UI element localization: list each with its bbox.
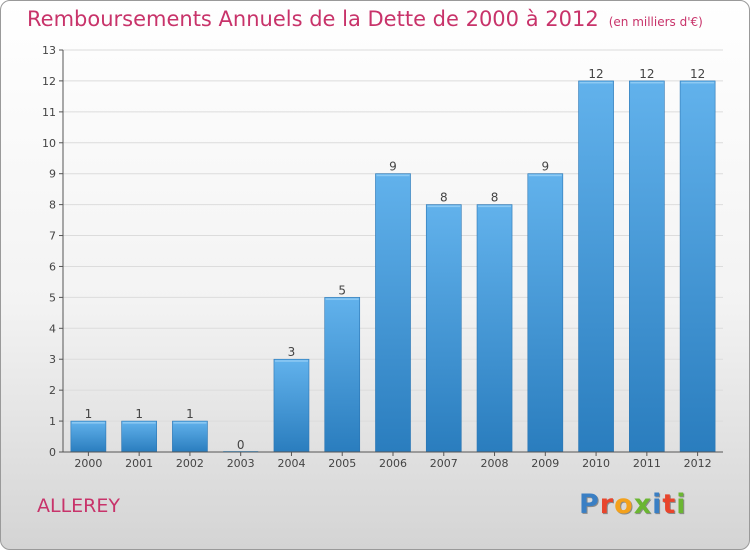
x-tick-label: 2006 — [379, 457, 407, 470]
bar-highlight — [427, 205, 461, 208]
bar-value-label: 12 — [639, 67, 654, 81]
bar — [121, 420, 157, 453]
y-tick-label: 13 — [42, 44, 56, 57]
x-tick-label: 2011 — [633, 457, 661, 470]
bar — [425, 204, 462, 453]
bar — [70, 420, 107, 453]
proxiti-logo[interactable]: Proxiti — [579, 489, 687, 520]
logo-letter: i — [652, 489, 663, 520]
x-tick-label: 2001 — [125, 457, 153, 470]
bar-value-label: 9 — [389, 160, 397, 174]
logo-letter: r — [599, 489, 615, 520]
bar-value-label: 8 — [491, 191, 499, 205]
bar-value-label: 1 — [85, 407, 93, 421]
y-tick-label: 9 — [49, 168, 56, 181]
bar-highlight — [71, 422, 105, 424]
bar-value-label: 1 — [135, 407, 143, 421]
x-tick-label: 2007 — [430, 457, 458, 470]
chart-title: Remboursements Annuels de la Dette de 20… — [27, 7, 703, 31]
bar-highlight — [173, 422, 207, 424]
x-tick-label: 2010 — [582, 457, 610, 470]
logo-letter: i — [676, 489, 687, 520]
bar-value-label: 9 — [541, 160, 549, 174]
bar — [476, 204, 513, 453]
y-tick-label: 4 — [49, 322, 56, 335]
bar — [629, 80, 665, 453]
bar-value-label: 1 — [186, 407, 194, 421]
bar-value-label: 8 — [440, 191, 448, 205]
x-tick-label: 2009 — [531, 457, 559, 470]
bar-highlight — [325, 298, 359, 300]
bar — [273, 358, 310, 453]
bar-highlight — [122, 422, 156, 424]
y-tick-label: 10 — [42, 137, 56, 150]
bar — [324, 297, 361, 453]
x-tick-label: 2002 — [176, 457, 204, 470]
bar-highlight — [528, 174, 562, 177]
bar-highlight — [376, 174, 410, 177]
bar-highlight — [681, 81, 715, 84]
chart-title-text: Remboursements Annuels de la Dette de 20… — [27, 7, 599, 31]
logo-letter: t — [662, 489, 677, 520]
logo-letter: x — [633, 489, 653, 520]
y-tick-label: 2 — [49, 384, 56, 397]
logo-letter: o — [614, 489, 634, 520]
logo-letter: P — [579, 489, 600, 520]
x-tick-label: 2000 — [74, 457, 102, 470]
y-tick-label: 0 — [49, 446, 56, 459]
bar-value-label: 12 — [690, 67, 705, 81]
y-tick-label: 8 — [49, 199, 56, 212]
bar — [375, 173, 411, 453]
data-labels: 1 1 1 0 3 5 9 8 8 9 12 12 12 — [85, 67, 706, 452]
y-tick-label: 5 — [49, 291, 56, 304]
bar-value-label: 0 — [237, 438, 245, 452]
bar-highlight — [274, 360, 308, 362]
y-tick-label: 7 — [49, 230, 56, 243]
y-tick-label: 11 — [42, 106, 56, 119]
x-tick-label: 2003 — [227, 457, 255, 470]
bar — [172, 420, 208, 453]
bar-value-label: 5 — [338, 283, 346, 297]
x-tick-label: 2005 — [328, 457, 356, 470]
bar-highlight — [579, 81, 613, 84]
x-tick-label: 2012 — [684, 457, 712, 470]
bar-highlight — [478, 205, 512, 208]
bar-value-label: 12 — [588, 67, 603, 81]
bar — [578, 80, 614, 453]
x-tick-label: 2008 — [481, 457, 509, 470]
y-tick-label: 3 — [49, 353, 56, 366]
bar-value-label: 3 — [288, 345, 296, 359]
y-tick-label: 1 — [49, 415, 56, 428]
y-tick-label: 12 — [42, 75, 56, 88]
bar-highlight — [630, 81, 664, 84]
y-tick-label: 6 — [49, 260, 56, 273]
bar — [527, 173, 564, 453]
bar — [679, 80, 716, 453]
chart-unit: (en milliers d'€) — [608, 15, 703, 29]
x-tick-label: 2004 — [277, 457, 305, 470]
town-name: ALLEREY — [37, 495, 120, 517]
bars — [70, 80, 716, 453]
